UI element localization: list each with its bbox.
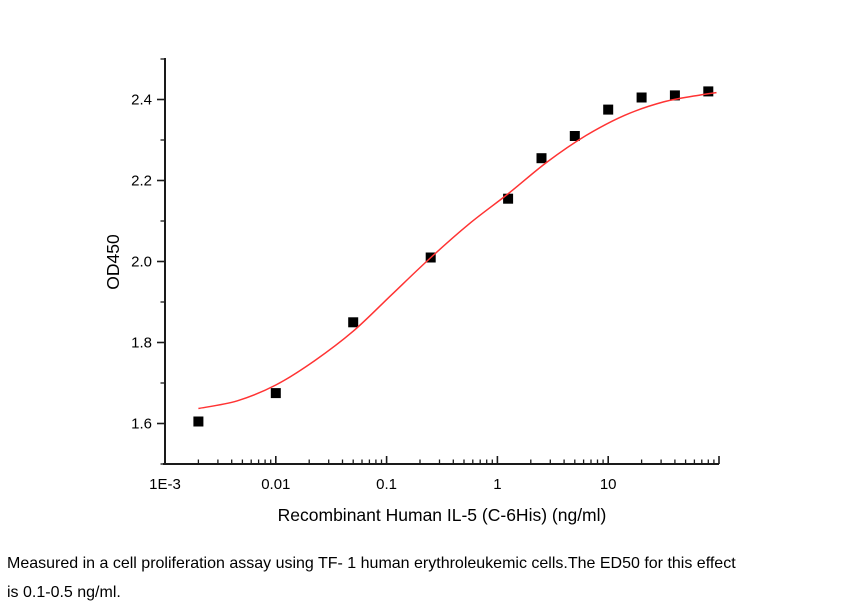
x-tick-label: 1 <box>493 476 501 493</box>
data-point <box>603 104 614 115</box>
y-tick-label: 2.2 <box>131 173 152 190</box>
data-point <box>569 131 580 141</box>
x-axis-title: Recombinant Human IL-5 (C-6His) (ng/ml) <box>278 505 607 525</box>
x-tick-label: 0.1 <box>376 476 397 493</box>
data-point <box>503 193 514 204</box>
fit-curve <box>198 91 717 410</box>
caption-line-2: is 0.1-0.5 ng/ml. <box>7 583 121 601</box>
x-tick-label: 10 <box>600 476 617 493</box>
y-tick-label: 2.4 <box>131 92 152 109</box>
data-point <box>636 92 647 103</box>
data-point <box>270 388 281 399</box>
y-tick-label: 1.6 <box>131 416 152 433</box>
y-tick-label: 1.8 <box>131 335 152 352</box>
dose-response-chart: 1E-3 0.01 0.1 1 10 1.6 1.8 2.0 2.2 2.4 Recombinant… <box>103 58 720 525</box>
caption-line-1: Measured in a cell proliferation assay u… <box>7 555 736 572</box>
y-tick-label: 2.0 <box>131 254 152 271</box>
data-point <box>703 86 714 97</box>
y-axis-title: OD450 <box>103 234 123 290</box>
x-tick-label: 0.01 <box>261 476 290 493</box>
data-point <box>669 90 680 101</box>
data-point <box>536 153 547 164</box>
data-point <box>193 416 204 427</box>
figure-caption: Measured in a cell proliferation assay u… <box>7 550 736 607</box>
data-point <box>348 317 359 328</box>
x-tick-label: 1E-3 <box>149 476 181 493</box>
